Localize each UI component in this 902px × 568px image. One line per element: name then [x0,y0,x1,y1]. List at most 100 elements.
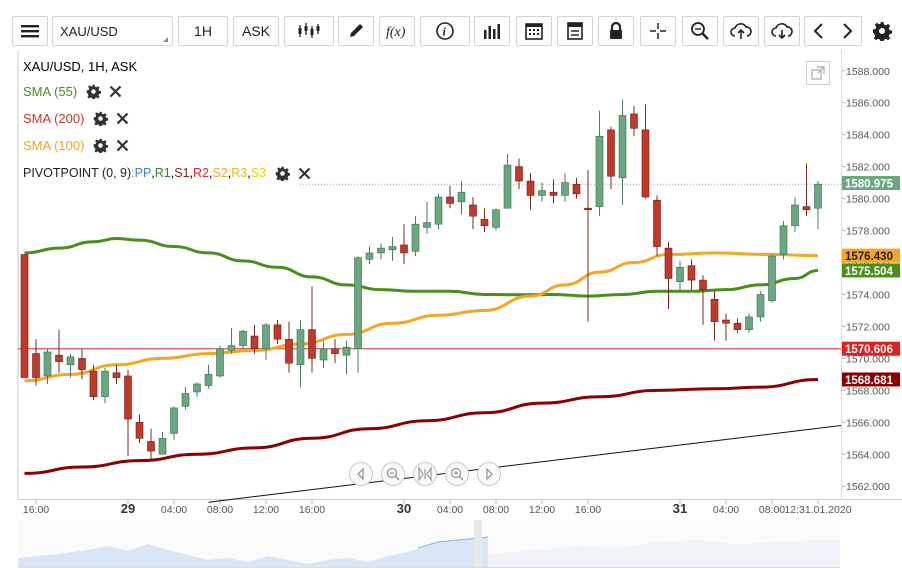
sma100-label[interactable]: SMA (100) [23,137,85,153]
gear-icon[interactable] [92,137,108,153]
sma-100-line[interactable] [24,251,819,383]
candle-down[interactable] [55,329,63,373]
function-button[interactable]: f(x) [379,16,415,46]
candle-up[interactable] [791,197,799,233]
candle-up[interactable] [193,382,201,397]
candle-up[interactable] [768,254,776,303]
sma-200-line[interactable] [24,377,819,475]
candle-down[interactable] [733,318,742,333]
candle-up[interactable] [756,291,765,322]
candle-down[interactable] [526,173,535,210]
candle-up[interactable] [216,345,224,378]
candle-down[interactable] [687,259,696,290]
close-icon[interactable] [107,83,123,99]
sma-55-line[interactable] [24,237,819,298]
candle-down[interactable] [572,177,581,199]
sma55-label[interactable]: SMA (55) [23,83,78,99]
candle-up[interactable] [503,153,512,209]
candle-up[interactable] [377,243,385,260]
candle-up[interactable] [779,220,788,260]
candle-down[interactable] [400,224,408,265]
candle-up[interactable] [181,387,190,410]
template-button[interactable] [557,16,593,46]
candle-down[interactable] [480,208,489,233]
draw-button[interactable] [338,16,374,46]
close-icon[interactable] [114,110,130,126]
candle-up[interactable] [66,353,75,378]
candle-up[interactable] [423,201,431,234]
navigator-handle-left[interactable] [474,520,482,568]
candle-up[interactable] [158,431,167,455]
candle-up[interactable] [43,348,52,384]
candle-up[interactable] [101,367,109,404]
candle-up[interactable] [204,364,213,389]
gear-icon[interactable] [92,110,108,126]
indicators-button[interactable] [474,16,510,46]
fit-button[interactable] [413,462,437,486]
candle-down[interactable] [653,195,661,257]
settings-button[interactable] [868,16,896,46]
scroll-right-button[interactable] [477,462,501,486]
candle-up[interactable] [388,236,397,261]
candle-down[interactable] [802,163,811,217]
candle-up[interactable] [239,329,247,349]
trend-line[interactable] [208,425,842,503]
pivot-label[interactable]: PIVOTPOINT (0, 9) [23,166,132,180]
candle-down[interactable] [446,185,454,209]
candle-down[interactable] [308,286,316,373]
candle-down[interactable] [469,197,477,229]
candle-up[interactable] [538,182,546,202]
lock-button[interactable] [598,16,634,46]
candle-down[interactable] [32,339,40,386]
zoom-in-button[interactable] [445,462,469,486]
candle-down[interactable] [273,320,282,345]
candle-down[interactable] [20,254,29,378]
candle-down[interactable] [664,241,673,309]
back-icon[interactable] [812,22,826,40]
candle-down[interactable] [89,364,98,400]
candle-down[interactable] [147,428,155,460]
candle-up[interactable] [618,99,627,205]
candle-down[interactable] [641,104,650,199]
candle-up[interactable] [170,406,178,440]
symbol-select[interactable]: XAU/USD [52,16,173,46]
candle-up[interactable] [342,340,351,375]
expand-button[interactable] [806,61,830,85]
candle-up[interactable] [457,181,466,215]
candle-down[interactable] [630,105,638,137]
candle-down[interactable] [699,275,707,325]
candle-down[interactable] [331,339,339,364]
zoom-button[interactable] [682,16,718,46]
candle-up[interactable] [561,173,569,202]
candle-down[interactable] [285,321,293,373]
candle-up[interactable] [227,328,236,354]
info-button[interactable]: i [420,16,470,46]
candle-up[interactable] [262,323,270,360]
sma200-label[interactable]: SMA (200) [23,110,85,126]
candle-up[interactable] [319,340,328,368]
menu-button[interactable] [12,16,48,46]
price-side-select[interactable]: ASK [233,16,279,46]
candle-up[interactable] [745,313,753,333]
candle-down[interactable] [607,126,615,190]
candle-up[interactable] [434,193,443,229]
download-button[interactable] [764,16,800,46]
chart-type-button[interactable] [284,16,334,46]
candle-down[interactable] [135,414,144,444]
calendar-button[interactable] [516,16,552,46]
close-icon[interactable] [296,165,312,181]
upload-button[interactable] [723,16,759,46]
candle-down[interactable] [549,179,558,204]
candle-up[interactable] [365,246,374,265]
chart-navigator[interactable] [18,520,840,568]
candle-down[interactable] [124,369,132,456]
candle-up[interactable] [354,256,362,373]
candle-up[interactable] [676,260,684,290]
candle-down[interactable] [250,324,259,354]
candle-up[interactable] [296,320,305,388]
close-icon[interactable] [114,137,130,153]
candle-down[interactable] [78,348,86,380]
gear-icon[interactable] [85,83,101,99]
zoom-out-button[interactable] [381,462,405,486]
